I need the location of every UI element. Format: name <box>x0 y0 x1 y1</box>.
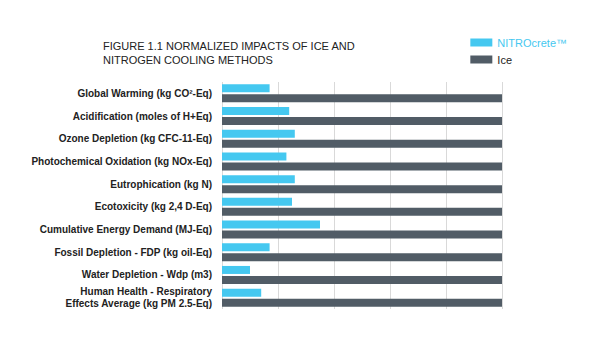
svg-text:Fossil Depletion - FDP (kg oil: Fossil Depletion - FDP (kg oil-Eq) <box>54 247 212 258</box>
svg-text:Ecotoxicity (kg 2,4 D-Eq): Ecotoxicity (kg 2,4 D-Eq) <box>95 201 212 212</box>
svg-text:Cumulative Energy Demand (MJ-E: Cumulative Energy Demand (MJ-Eq) <box>40 224 212 235</box>
svg-text:Eutrophication (kg N): Eutrophication (kg N) <box>110 179 212 190</box>
svg-text:FIGURE 1.1 NORMALIZED IMPACTS: FIGURE 1.1 NORMALIZED IMPACTS OF ICE AND <box>103 40 355 52</box>
svg-text:NITROcrete™: NITROcrete™ <box>497 37 567 49</box>
svg-text:Ozone Depletion (kg CFC-11-Eq): Ozone Depletion (kg CFC-11-Eq) <box>59 133 212 144</box>
svg-text:Photochemical Oxidation (kg NO: Photochemical Oxidation (kg NOx-Eq) <box>31 156 212 167</box>
svg-text:Effects Average (kg PM 2.5-Eq): Effects Average (kg PM 2.5-Eq) <box>65 298 212 309</box>
svg-text:Human Health - Respiratory: Human Health - Respiratory <box>80 286 212 297</box>
svg-text:Global Warming (kg CO²-Eq): Global Warming (kg CO²-Eq) <box>77 88 212 99</box>
svg-text:Acidification (moles of H+Eq): Acidification (moles of H+Eq) <box>73 111 212 122</box>
svg-text:NITROGEN COOLING METHODS: NITROGEN COOLING METHODS <box>103 54 273 66</box>
svg-text:Water Depletion - Wdp (m3): Water Depletion - Wdp (m3) <box>82 269 212 280</box>
svg-text:Ice: Ice <box>497 54 512 66</box>
